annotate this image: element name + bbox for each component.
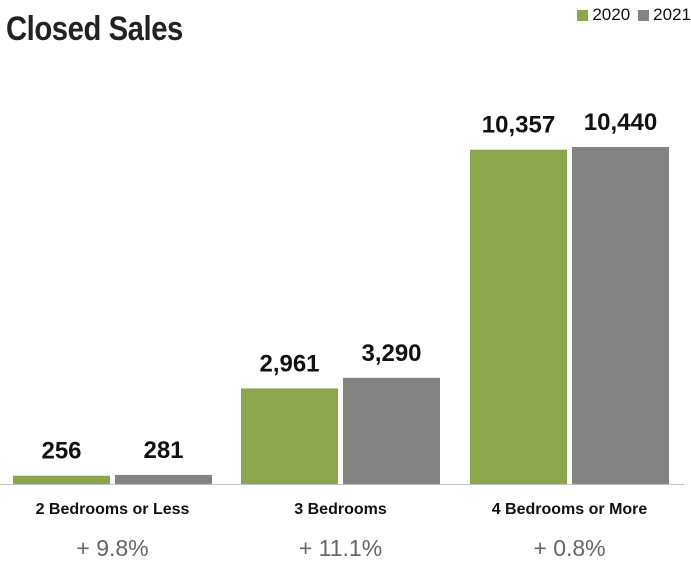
data-label-2021-2: 3,290 [361, 340, 421, 367]
data-label-2020-1: 256 [41, 438, 81, 465]
bar-2020-3 [470, 149, 567, 485]
data-label-2021-1: 281 [143, 437, 183, 464]
bar-2021-1 [115, 474, 212, 484]
change-label-2: + 11.1% [299, 535, 382, 561]
category-label-1: 2 Bedrooms or Less [36, 501, 190, 518]
legend-swatch-2020 [577, 9, 589, 21]
category-label-3: 4 Bedrooms or More [492, 501, 648, 518]
legend-label-2021: 2021 [653, 5, 691, 24]
bar-2020-2 [241, 388, 338, 484]
chart-title: Closed Sales [6, 10, 183, 48]
legend-label-2020: 2020 [592, 5, 631, 24]
chart-legend: 2020 2021 [569, 5, 691, 25]
data-label-2021-3: 10,440 [584, 109, 657, 136]
data-label-2020-2: 2,961 [259, 350, 319, 377]
bar-2020-1 [13, 475, 110, 484]
legend-item-2020: 2020 [577, 5, 630, 25]
bar-2021-2 [343, 377, 440, 484]
category-label-2: 3 Bedrooms [294, 501, 387, 518]
bar-2021-3 [572, 147, 669, 484]
data-label-2020-3: 10,357 [482, 112, 555, 139]
change-label-3: + 0.8% [533, 535, 605, 561]
legend-swatch-2021 [638, 9, 650, 21]
change-label-1: + 9.8% [76, 535, 148, 561]
legend-item-2021: 2021 [638, 5, 691, 25]
